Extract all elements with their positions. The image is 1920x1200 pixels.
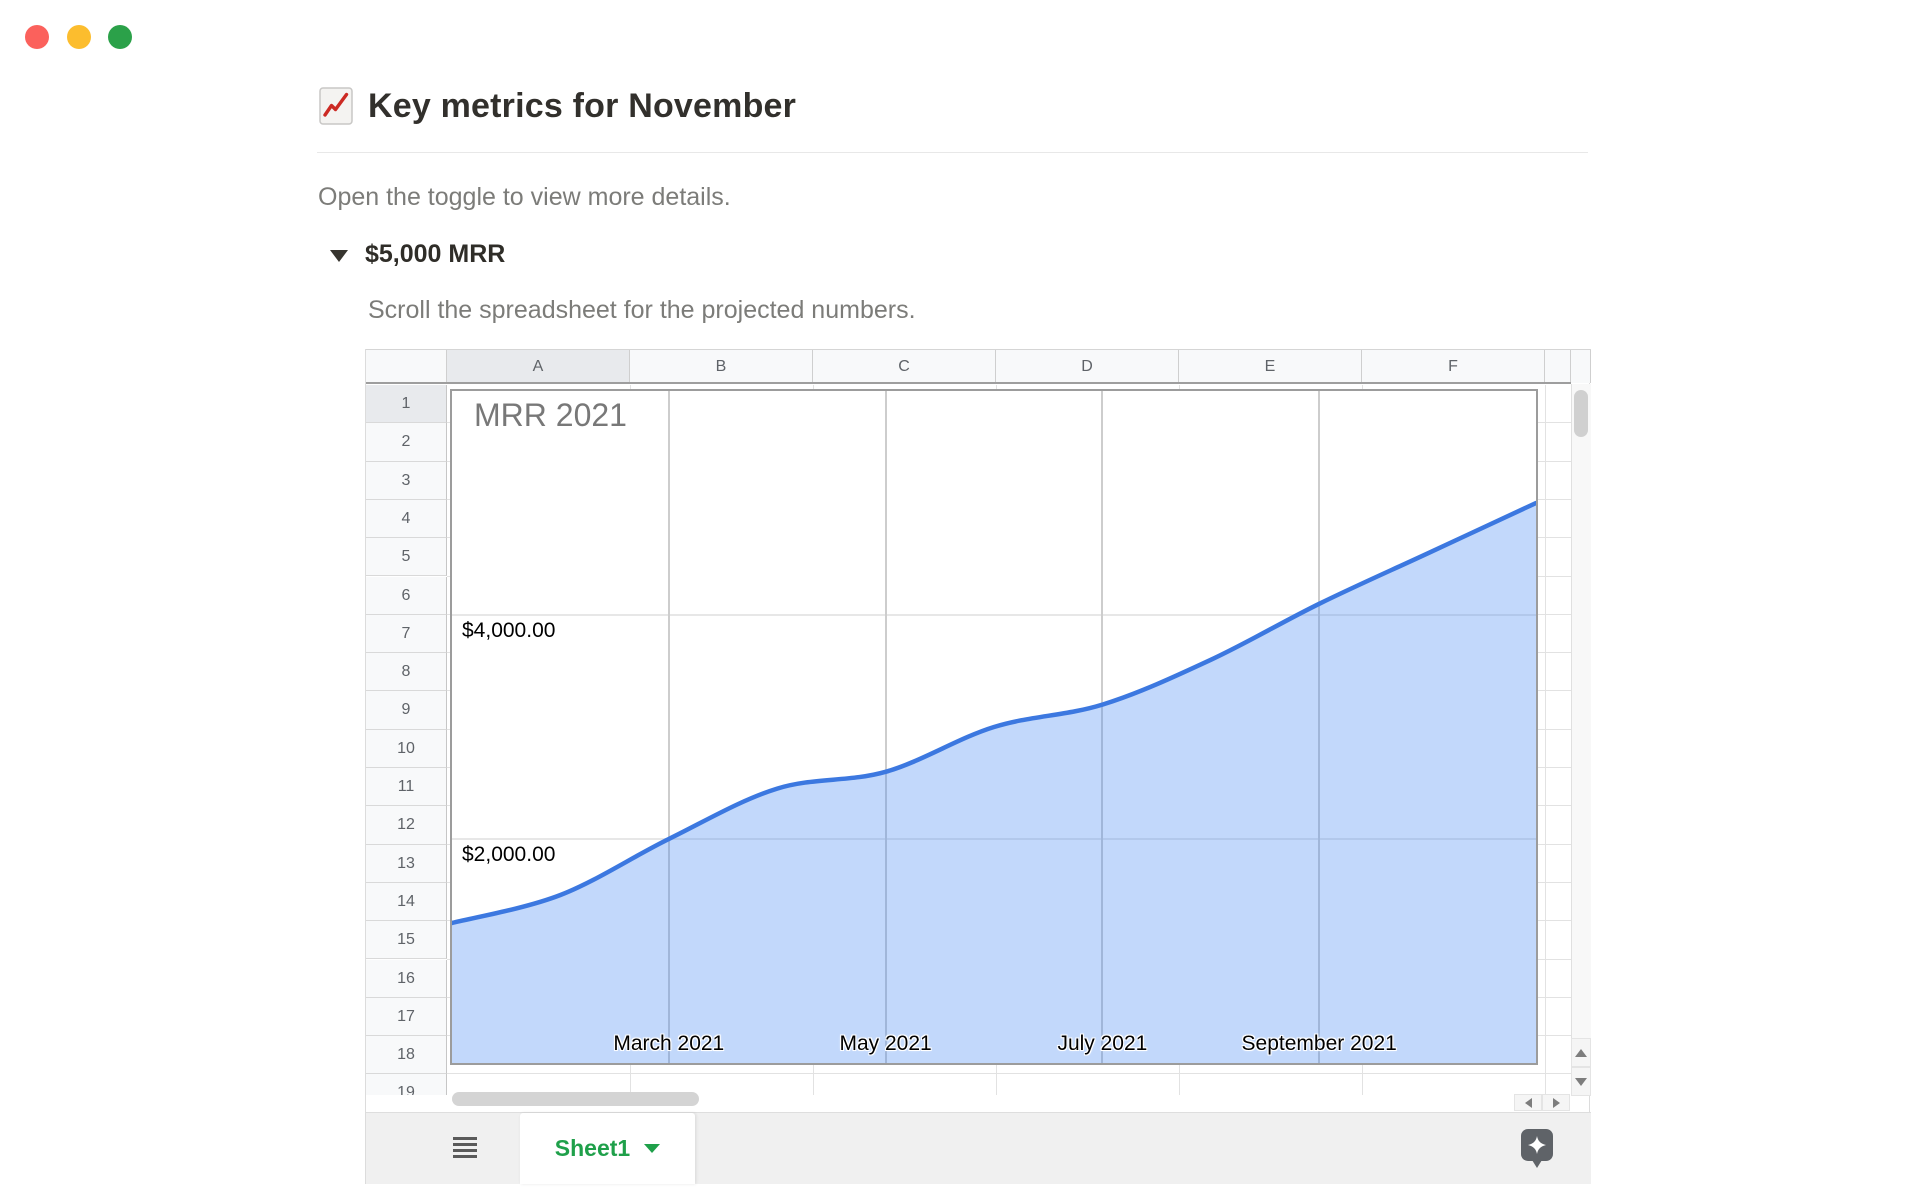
sheet-tab-sheet1[interactable]: Sheet1 (520, 1113, 695, 1184)
chart-x-axis-label: May 2021 (839, 1032, 932, 1055)
row-header-10[interactable]: 10 (366, 729, 447, 768)
row-header-16[interactable]: 16 (366, 959, 447, 998)
chart-gridline-h (452, 838, 1536, 840)
grid-column-line (1545, 385, 1546, 1095)
select-all-corner[interactable] (366, 350, 447, 383)
chart-y-axis-label: $4,000.00 (462, 619, 556, 642)
toggle-label: $5,000 MRR (365, 240, 506, 268)
chart-x-axis-label: July 2021 (1057, 1032, 1148, 1055)
row-header-11[interactable]: 11 (366, 768, 447, 807)
minimize-window-button[interactable] (67, 25, 91, 49)
sheet-tab-label: Sheet1 (554, 1135, 631, 1161)
row-header-17[interactable]: 17 (366, 997, 447, 1037)
row-header-5[interactable]: 5 (366, 538, 447, 577)
close-window-button[interactable] (25, 25, 49, 49)
row-header-8[interactable]: 8 (366, 653, 447, 692)
column-header-A[interactable]: A (447, 350, 630, 383)
chart-gridline-v (1318, 391, 1321, 1063)
grid-row-line (447, 1073, 1571, 1075)
chart-title: MRR 2021 (474, 397, 627, 433)
column-header-D[interactable]: D (996, 350, 1179, 383)
sheet-grid: $4,000.00 $2,000.00 March 2021 May 2021 July… (366, 384, 1591, 1095)
toggle-body-text[interactable]: Scroll the spreadsheet for the projected… (368, 296, 916, 324)
chart-x-axis-label: March 2021 (613, 1032, 725, 1055)
page-title[interactable]: Key metrics for November (368, 86, 797, 125)
chart-plot-area: $4,000.00 $2,000.00 March 2021 May 2021 July… (452, 391, 1536, 1063)
scroll-up-icon (1575, 1048, 1587, 1057)
zoom-window-button[interactable] (108, 25, 132, 49)
row-header-7[interactable]: 7 (366, 614, 447, 654)
toggle-open-icon[interactable] (330, 249, 348, 262)
row-header-18[interactable]: 18 (366, 1036, 447, 1075)
row-header-12[interactable]: 12 (366, 806, 447, 845)
scroll-left-button[interactable] (1514, 1094, 1542, 1111)
chart-gridline-v (1101, 391, 1104, 1063)
header-divider (366, 382, 1571, 384)
vertical-scrollbar-track[interactable] (1571, 384, 1591, 1038)
scroll-down-button[interactable] (1571, 1067, 1591, 1096)
row-header-1[interactable]: 1 (366, 385, 447, 424)
scrollbar-corner (1571, 350, 1591, 383)
column-header-F[interactable]: F (1362, 350, 1545, 383)
menu-icon (453, 1137, 477, 1140)
column-header-C[interactable]: C (813, 350, 996, 383)
column-header-B[interactable]: B (630, 350, 813, 383)
row-header-4[interactable]: 4 (366, 499, 447, 539)
scroll-down-icon (1575, 1077, 1587, 1086)
explore-button[interactable] (1520, 1128, 1554, 1172)
scroll-left-icon (1524, 1097, 1532, 1108)
row-header-2[interactable]: 2 (366, 423, 447, 462)
toggle-block[interactable]: $5,000 MRR (330, 240, 505, 269)
horizontal-scrollbar-thumb[interactable] (452, 1092, 699, 1106)
row-header-9[interactable]: 9 (366, 691, 447, 730)
sheet-tab-bar: Sheet1 (366, 1112, 1591, 1184)
explore-star-icon (1521, 1129, 1553, 1168)
row-header-19[interactable]: 19 (366, 1074, 447, 1095)
chart-gridline-h (452, 614, 1536, 616)
all-sheets-menu-button[interactable] (453, 1137, 477, 1159)
row-header-6[interactable]: 6 (366, 576, 447, 615)
row-header-3[interactable]: 3 (366, 461, 447, 500)
mrr-area-chart[interactable]: $4,000.00 $2,000.00 March 2021 May 2021 July… (450, 389, 1538, 1065)
column-header-E[interactable]: E (1179, 350, 1362, 383)
title-divider (317, 152, 1588, 153)
chart-series-mrr (452, 500, 1536, 1063)
chart-y-axis-label: $2,000.00 (462, 843, 556, 866)
chart-increasing-emoji-icon (318, 86, 354, 126)
sheet-tab-dropdown-icon[interactable] (644, 1144, 661, 1153)
page-title-row: Key metrics for November (318, 86, 796, 126)
row-header-14[interactable]: 14 (366, 882, 447, 922)
row-header-15[interactable]: 15 (366, 921, 447, 960)
row-header-13[interactable]: 13 (366, 844, 447, 883)
chart-gridline-v (884, 391, 887, 1063)
scroll-right-button[interactable] (1542, 1094, 1570, 1111)
vertical-scrollbar-thumb[interactable] (1574, 390, 1588, 437)
scroll-up-button[interactable] (1571, 1038, 1591, 1067)
intro-text[interactable]: Open the toggle to view more details. (318, 183, 731, 211)
column-header-partial[interactable] (1545, 350, 1571, 383)
chart-gridline-v (667, 391, 670, 1063)
scroll-right-icon (1552, 1097, 1560, 1108)
chart-x-axis-label: September 2021 (1241, 1032, 1397, 1055)
